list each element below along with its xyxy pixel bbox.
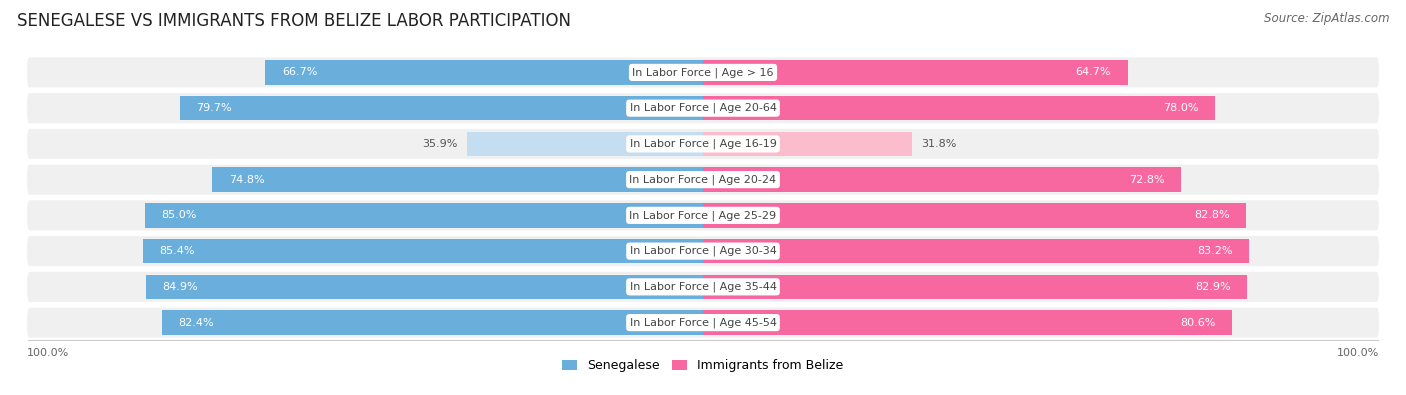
Text: 85.4%: 85.4% bbox=[159, 246, 194, 256]
Bar bbox=[266, 60, 703, 85]
Text: In Labor Force | Age > 16: In Labor Force | Age > 16 bbox=[633, 67, 773, 78]
Text: 78.0%: 78.0% bbox=[1163, 103, 1198, 113]
Text: 64.7%: 64.7% bbox=[1076, 68, 1111, 77]
Bar bbox=[703, 203, 1246, 228]
Bar bbox=[703, 132, 911, 156]
Text: In Labor Force | Age 35-44: In Labor Force | Age 35-44 bbox=[630, 282, 776, 292]
Bar bbox=[180, 96, 703, 120]
Text: In Labor Force | Age 45-54: In Labor Force | Age 45-54 bbox=[630, 317, 776, 328]
Bar bbox=[703, 96, 1215, 120]
Legend: Senegalese, Immigrants from Belize: Senegalese, Immigrants from Belize bbox=[557, 354, 849, 377]
Text: 85.0%: 85.0% bbox=[162, 211, 197, 220]
Text: In Labor Force | Age 16-19: In Labor Force | Age 16-19 bbox=[630, 139, 776, 149]
Bar bbox=[145, 203, 703, 228]
Text: 72.8%: 72.8% bbox=[1129, 175, 1164, 184]
Text: 31.8%: 31.8% bbox=[921, 139, 957, 149]
Bar bbox=[467, 132, 703, 156]
Text: In Labor Force | Age 20-24: In Labor Force | Age 20-24 bbox=[630, 174, 776, 185]
FancyBboxPatch shape bbox=[27, 165, 1379, 195]
Text: 83.2%: 83.2% bbox=[1197, 246, 1233, 256]
Text: SENEGALESE VS IMMIGRANTS FROM BELIZE LABOR PARTICIPATION: SENEGALESE VS IMMIGRANTS FROM BELIZE LAB… bbox=[17, 12, 571, 30]
Text: 100.0%: 100.0% bbox=[27, 348, 69, 358]
Text: In Labor Force | Age 20-64: In Labor Force | Age 20-64 bbox=[630, 103, 776, 113]
Text: 35.9%: 35.9% bbox=[422, 139, 457, 149]
Text: 79.7%: 79.7% bbox=[197, 103, 232, 113]
FancyBboxPatch shape bbox=[27, 308, 1379, 338]
FancyBboxPatch shape bbox=[27, 200, 1379, 230]
FancyBboxPatch shape bbox=[27, 236, 1379, 266]
Text: In Labor Force | Age 25-29: In Labor Force | Age 25-29 bbox=[630, 210, 776, 221]
Bar bbox=[703, 239, 1249, 263]
Bar bbox=[703, 275, 1247, 299]
Text: 74.8%: 74.8% bbox=[229, 175, 264, 184]
Bar bbox=[703, 310, 1232, 335]
Text: 80.6%: 80.6% bbox=[1180, 318, 1215, 327]
Text: 100.0%: 100.0% bbox=[1337, 348, 1379, 358]
Bar bbox=[162, 310, 703, 335]
Text: In Labor Force | Age 30-34: In Labor Force | Age 30-34 bbox=[630, 246, 776, 256]
Text: 82.8%: 82.8% bbox=[1194, 211, 1230, 220]
FancyBboxPatch shape bbox=[27, 129, 1379, 159]
FancyBboxPatch shape bbox=[27, 93, 1379, 123]
Text: 82.4%: 82.4% bbox=[179, 318, 214, 327]
FancyBboxPatch shape bbox=[27, 57, 1379, 87]
Bar bbox=[146, 275, 703, 299]
Text: 84.9%: 84.9% bbox=[162, 282, 198, 292]
Bar bbox=[212, 167, 703, 192]
Bar bbox=[142, 239, 703, 263]
Text: 66.7%: 66.7% bbox=[281, 68, 318, 77]
Bar bbox=[703, 167, 1181, 192]
FancyBboxPatch shape bbox=[27, 272, 1379, 302]
Text: Source: ZipAtlas.com: Source: ZipAtlas.com bbox=[1264, 12, 1389, 25]
Text: 82.9%: 82.9% bbox=[1195, 282, 1230, 292]
Bar bbox=[703, 60, 1128, 85]
